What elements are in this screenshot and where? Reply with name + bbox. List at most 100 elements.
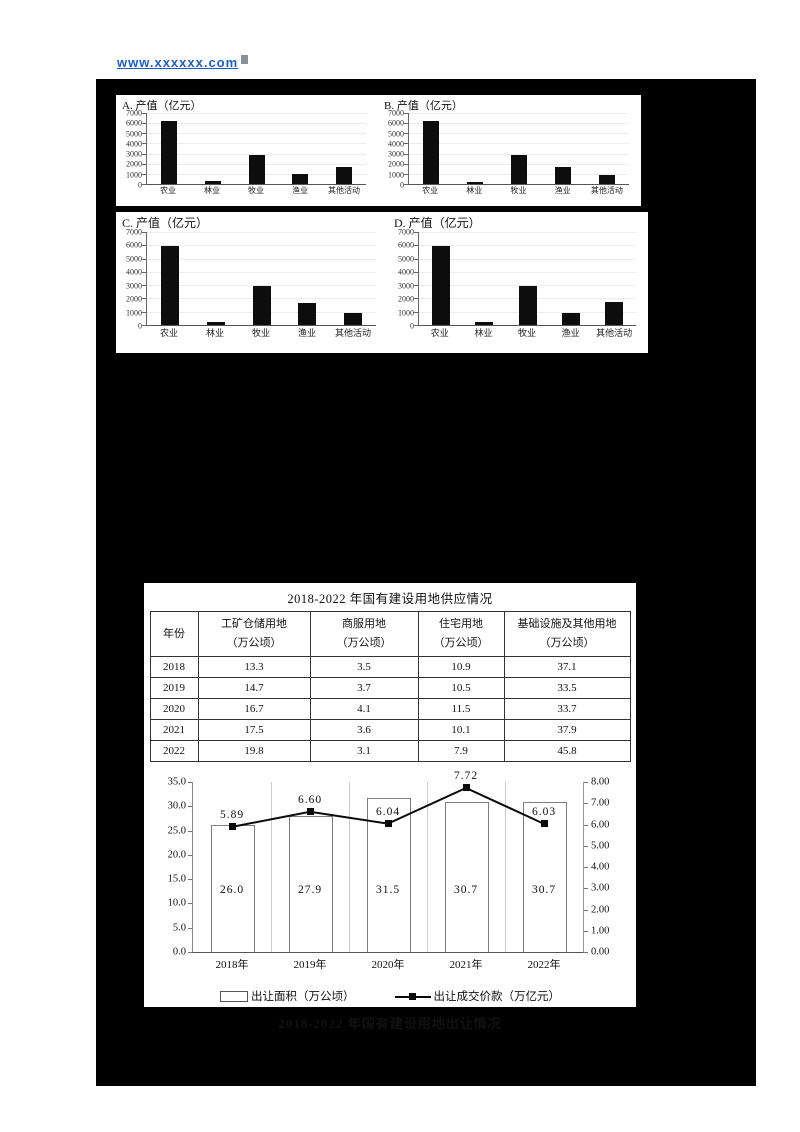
- gridline: [419, 285, 636, 287]
- transfer-chart-title: 2018-2022 年国有建设用地出让情况: [278, 1016, 502, 1031]
- category-label: 渔业: [292, 186, 308, 195]
- table-cell: 11.5: [417, 698, 505, 720]
- line-marker: [228, 823, 236, 831]
- table-cell: 10.5: [417, 677, 505, 699]
- gridline: [147, 271, 376, 273]
- right-axis-tick-label: 2.00: [591, 904, 610, 915]
- right-axis-tick: [584, 782, 588, 783]
- bar: [518, 286, 537, 325]
- answer-options-row-2: C. 产值（亿元） 7000 6000 5000 4000 3000 2000 1000 0 …: [116, 212, 648, 353]
- y-tick-label: 7000: [398, 227, 414, 237]
- y-tick: [414, 285, 418, 287]
- y-tick-label: 7000: [388, 108, 404, 118]
- bar-value-label: 30.7: [531, 884, 557, 896]
- left-axis-tick-label: 10.0: [167, 897, 186, 909]
- table-row: 2018 13.3 3.5 10.9 37.1: [149, 656, 631, 678]
- y-tick-label: 2000: [388, 159, 404, 169]
- vertical-gridline: [427, 782, 428, 952]
- category-label: 林业: [204, 186, 220, 195]
- bar: [599, 174, 615, 184]
- column-header: 工矿仓储用地 （万公顷）: [197, 611, 311, 657]
- bar: [475, 321, 494, 325]
- column-name: 基础设施及其他用地: [517, 618, 617, 631]
- bar: [336, 167, 353, 184]
- year-label: 2019年: [293, 959, 327, 971]
- table-cell: 3.6: [309, 719, 419, 741]
- website-link[interactable]: www.xxxxxx.com: [117, 55, 249, 70]
- bar: [605, 302, 624, 325]
- left-axis-tick: [188, 806, 192, 808]
- table-cell: 16.7: [197, 698, 311, 720]
- line-value-label: 7.72: [453, 769, 479, 782]
- left-axis-tick: [188, 830, 192, 832]
- table-cell: 17.5: [197, 719, 311, 741]
- category-label: 农业: [430, 328, 449, 338]
- chart-d-title: D. 产值（亿元）: [388, 212, 648, 232]
- line-value-label: 6.04: [375, 805, 401, 818]
- y-tick-label: 4000: [388, 139, 404, 149]
- left-axis-tick: [188, 903, 192, 905]
- bar: [204, 181, 221, 184]
- table-cell: 4.1: [309, 698, 419, 720]
- vertical-gridline: [505, 782, 506, 952]
- y-tick-label: 1000: [126, 308, 142, 318]
- gridline: [419, 232, 636, 233]
- y-tick-label: 6000: [126, 240, 142, 250]
- option-letter: D.: [394, 216, 406, 230]
- left-axis-tick-label: 35.0: [167, 776, 186, 788]
- right-axis-tick-label: 5.00: [591, 840, 610, 852]
- bar-value-label: 30.7: [453, 884, 479, 896]
- gridline: [147, 232, 376, 233]
- y-tick-label: 5000: [126, 129, 142, 139]
- x-axis-labels: 农业 林业 牧业 渔业 其他活动: [408, 185, 629, 198]
- y-tick: [404, 163, 408, 165]
- category-label: 其他活动: [328, 186, 360, 195]
- bar: [160, 245, 179, 325]
- bar: [511, 154, 527, 184]
- category-label: 其他活动: [334, 328, 371, 338]
- category-label: 牧业: [248, 186, 264, 195]
- legend-item-area: 出让面积（万公顷）: [220, 988, 355, 1004]
- gridline: [147, 245, 376, 247]
- y-tick: [404, 143, 408, 145]
- category-label: 牧业: [251, 328, 270, 338]
- x-axis-labels: 农业 林业 牧业 渔业 其他活动: [146, 326, 376, 341]
- legend-line-label: 出让成交价款（万亿元）: [433, 991, 561, 1003]
- bar: [206, 321, 225, 325]
- right-axis-tick: [584, 824, 588, 826]
- table-cell: 14.7: [197, 677, 311, 699]
- area-bar: [289, 815, 333, 952]
- column-name: 年份: [163, 627, 185, 640]
- left-axis-tick: [188, 927, 192, 929]
- line-marker: [462, 784, 470, 792]
- year-label: 2021年: [449, 959, 483, 971]
- y-tick: [142, 271, 146, 273]
- y-tick-label: 2000: [126, 294, 142, 304]
- left-axis-tick: [188, 952, 192, 953]
- axis-title: 产值（亿元）: [135, 100, 202, 112]
- gridline: [409, 123, 629, 125]
- link-badge-icon: [241, 55, 249, 64]
- table-cell: 45.8: [503, 740, 631, 762]
- right-axis-tick-label: 3.00: [591, 882, 610, 894]
- right-axis-tick: [584, 867, 588, 868]
- y-tick: [142, 113, 146, 114]
- y-tick: [414, 258, 418, 260]
- area-bar: [211, 824, 255, 952]
- plot-area: [142, 232, 376, 326]
- gridline: [147, 153, 366, 155]
- left-axis-tick-label: 30.0: [167, 800, 186, 812]
- left-axis-tick: [188, 879, 192, 881]
- year-label: 2022年: [527, 959, 561, 971]
- table-cell: 2020: [149, 698, 199, 720]
- legend-line-swatch-icon: [394, 992, 431, 1000]
- bar: [561, 313, 580, 325]
- vertical-gridline: [349, 782, 350, 952]
- y-tick-label: 6000: [398, 240, 414, 250]
- category-label: 牧业: [517, 328, 536, 338]
- right-axis-tick: [584, 930, 588, 932]
- category-label: 渔业: [561, 328, 580, 338]
- plot-area: [404, 113, 629, 185]
- category-label: 其他活动: [590, 186, 623, 195]
- website-link-text: www.xxxxxx.com: [117, 55, 239, 70]
